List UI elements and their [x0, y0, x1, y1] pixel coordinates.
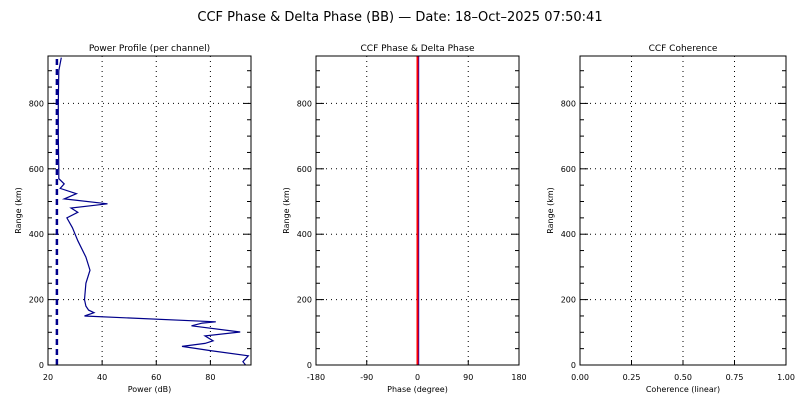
y-tick-label: 0	[39, 361, 44, 370]
series-line	[57, 57, 250, 366]
x-axis-label: Power (dB)	[128, 385, 172, 394]
panel-title: Power Profile (per channel)	[89, 44, 210, 54]
plot-frame	[315, 55, 520, 366]
y-tick-label: 400	[29, 230, 44, 239]
x-tick-label: 0.75	[726, 373, 744, 382]
x-tick-label: 180	[511, 373, 526, 382]
x-tick-label: 0.25	[623, 373, 641, 382]
x-tick-label: 0.00	[571, 373, 589, 382]
y-tick-label: 200	[297, 296, 312, 305]
x-tick-label: 0.50	[674, 373, 692, 382]
x-axis-label: Coherence (linear)	[646, 385, 720, 394]
y-axis-label: Range (km)	[546, 187, 555, 234]
x-tick-label: 60	[151, 373, 161, 382]
y-tick-label: 600	[561, 165, 576, 174]
y-tick-label: 200	[561, 296, 576, 305]
panel-3: 0.00 0.25 0.50 0.75 1.00 0 200 400 600 800 CCF Coh…	[546, 44, 795, 394]
x-tick-label: 0	[415, 373, 420, 382]
y-tick-label: 800	[297, 99, 312, 108]
y-tick-label: 600	[29, 165, 44, 174]
y-tick-label: 0	[307, 361, 312, 370]
x-tick-label: 90	[463, 373, 473, 382]
y-tick-label: 0	[571, 361, 576, 370]
x-tick-label: 1.00	[777, 373, 795, 382]
y-tick-label: 600	[297, 165, 312, 174]
panel-title: CCF Phase & Delta Phase	[361, 44, 475, 54]
x-tick-label: 20	[43, 373, 53, 382]
panel-title: CCF Coherence	[649, 44, 718, 54]
panel-2: -180 -90 0 90 180 0 200 400 600 800 CCF Phase & De…	[282, 44, 527, 394]
figure-title: CCF Phase & Delta Phase (BB) — Date: 18–…	[197, 10, 603, 25]
plot-frame	[47, 55, 252, 366]
x-tick-label: 40	[97, 373, 107, 382]
y-tick-label: 400	[561, 230, 576, 239]
y-tick-label: 400	[297, 230, 312, 239]
y-tick-label: 800	[561, 99, 576, 108]
x-axis-label: Phase (degree)	[387, 385, 448, 394]
x-tick-label: 80	[205, 373, 215, 382]
y-tick-label: 200	[29, 296, 44, 305]
y-tick-label: 800	[29, 99, 44, 108]
x-tick-label: -90	[360, 373, 373, 382]
x-tick-label: -180	[307, 373, 325, 382]
y-axis-label: Range (km)	[282, 187, 291, 234]
y-axis-label: Range (km)	[14, 187, 23, 234]
plot-frame	[579, 55, 787, 366]
